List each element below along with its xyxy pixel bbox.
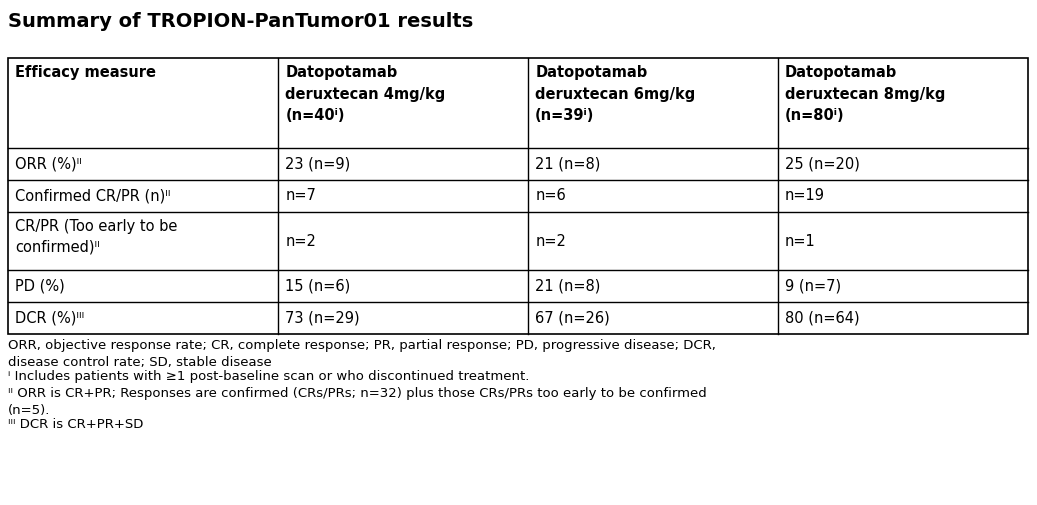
Text: ᴵᴵ ORR is CR+PR; Responses are confirmed (CRs/PRs; n=32) plus those CRs/PRs too : ᴵᴵ ORR is CR+PR; Responses are confirmed…: [8, 387, 707, 417]
Text: n=19: n=19: [785, 188, 825, 204]
Text: n=6: n=6: [535, 188, 566, 204]
Text: ORR, objective response rate; CR, complete response; PR, partial response; PD, p: ORR, objective response rate; CR, comple…: [8, 339, 716, 369]
Text: ᴵᴵᴵ DCR is CR+PR+SD: ᴵᴵᴵ DCR is CR+PR+SD: [8, 418, 143, 430]
Text: Summary of TROPION-PanTumor01 results: Summary of TROPION-PanTumor01 results: [8, 12, 473, 31]
Text: Efficacy measure: Efficacy measure: [15, 65, 156, 80]
Text: 25 (n=20): 25 (n=20): [785, 157, 860, 172]
Text: PD (%): PD (%): [15, 278, 64, 293]
Text: ⁱ Includes patients with ≥1 post-baseline scan or who discontinued treatment.: ⁱ Includes patients with ≥1 post-baselin…: [8, 370, 529, 383]
Text: CR/PR (Too early to be
confirmed)ᴵᴵ: CR/PR (Too early to be confirmed)ᴵᴵ: [15, 219, 177, 255]
Text: Datopotamab
deruxtecan 8mg/kg
(n=80ⁱ): Datopotamab deruxtecan 8mg/kg (n=80ⁱ): [785, 65, 946, 123]
Text: DCR (%)ᴵᴵᴵ: DCR (%)ᴵᴵᴵ: [15, 311, 84, 326]
Text: 21 (n=8): 21 (n=8): [535, 278, 600, 293]
Text: n=2: n=2: [285, 233, 316, 248]
Text: 67 (n=26): 67 (n=26): [535, 311, 610, 326]
Text: 23 (n=9): 23 (n=9): [285, 157, 351, 172]
Text: n=1: n=1: [785, 233, 816, 248]
Text: 9 (n=7): 9 (n=7): [785, 278, 841, 293]
Text: 21 (n=8): 21 (n=8): [535, 157, 600, 172]
Text: 80 (n=64): 80 (n=64): [785, 311, 860, 326]
Text: Confirmed CR/PR (n)ᴵᴵ: Confirmed CR/PR (n)ᴵᴵ: [15, 188, 170, 204]
Text: n=2: n=2: [535, 233, 566, 248]
Text: 15 (n=6): 15 (n=6): [285, 278, 351, 293]
Text: n=7: n=7: [285, 188, 316, 204]
Text: ORR (%)ᴵᴵ: ORR (%)ᴵᴵ: [15, 157, 82, 172]
Text: Datopotamab
deruxtecan 6mg/kg
(n=39ⁱ): Datopotamab deruxtecan 6mg/kg (n=39ⁱ): [535, 65, 696, 123]
Text: Datopotamab
deruxtecan 4mg/kg
(n=40ⁱ): Datopotamab deruxtecan 4mg/kg (n=40ⁱ): [285, 65, 446, 123]
Bar: [8, 58, 1028, 334]
Text: 73 (n=29): 73 (n=29): [285, 311, 360, 326]
